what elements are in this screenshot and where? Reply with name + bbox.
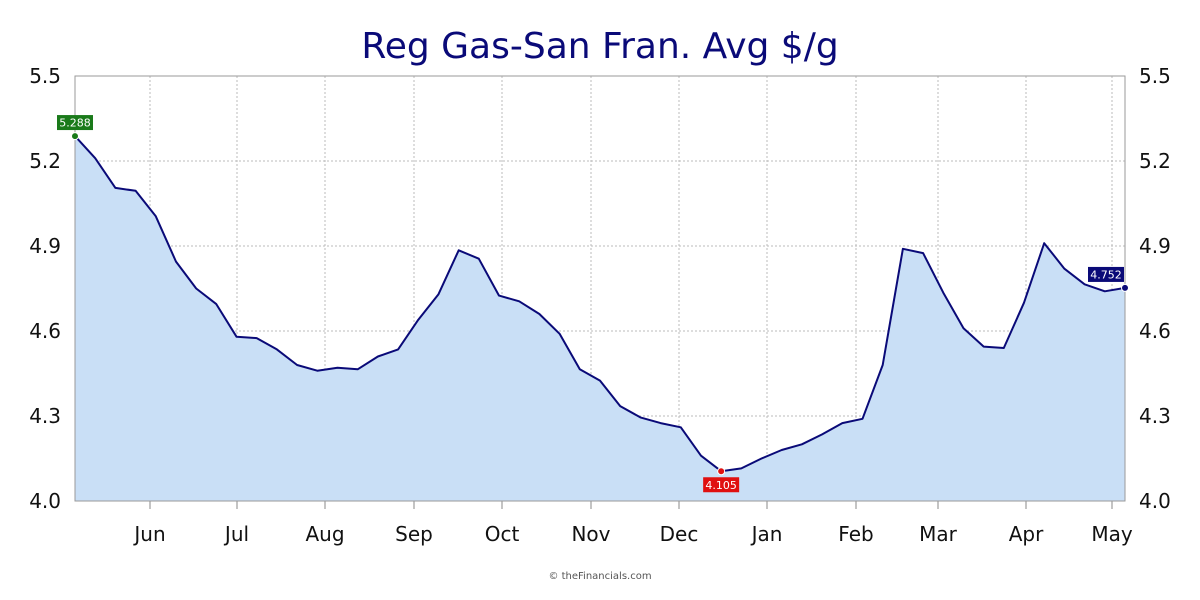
y-tick-label-right: 5.2 bbox=[1139, 149, 1171, 173]
x-tick-label: May bbox=[1091, 522, 1133, 546]
x-tick-label: Oct bbox=[485, 522, 520, 546]
y-tick-label-right: 4.3 bbox=[1139, 404, 1171, 428]
y-tick-label-left: 4.6 bbox=[29, 319, 61, 343]
y-tick-label-left: 4.9 bbox=[29, 234, 61, 258]
y-tick-label-left: 5.5 bbox=[29, 64, 61, 88]
x-tick-label: Feb bbox=[838, 522, 873, 546]
y-tick-label-left: 4.3 bbox=[29, 404, 61, 428]
low-callout-marker bbox=[717, 467, 726, 476]
last-callout-label: 4.752 bbox=[1090, 268, 1122, 281]
high-callout-box bbox=[57, 115, 93, 131]
y-tick-label-right: 4.9 bbox=[1139, 234, 1171, 258]
x-tick-label: Jun bbox=[132, 522, 165, 546]
high-callout-marker bbox=[71, 132, 79, 141]
y-tick-label-left: 5.2 bbox=[29, 149, 61, 173]
x-tick-label: Mar bbox=[919, 522, 958, 546]
series-line bbox=[74, 135, 1126, 473]
callouts: 5.288 4.105 4.752 bbox=[57, 115, 1129, 493]
x-tick-label: Jan bbox=[750, 522, 783, 546]
chart-title: Reg Gas-San Fran. Avg $/g bbox=[361, 26, 838, 67]
last-callout-box bbox=[1088, 266, 1124, 282]
x-tick-label: Nov bbox=[571, 522, 610, 546]
series-area bbox=[75, 136, 1125, 501]
low-callout-label: 4.105 bbox=[705, 479, 737, 492]
x-tick-label: Dec bbox=[660, 522, 699, 546]
y-tick-label-right: 5.5 bbox=[1139, 64, 1171, 88]
y-tick-label-right: 4.0 bbox=[1139, 489, 1171, 513]
x-tick-label: Aug bbox=[305, 522, 344, 546]
axes: 4.0 4.0 4.3 4.3 4.6 4.6 4.9 4.9 5.2 5.2 5.5 5.5 Jun J… bbox=[29, 64, 1171, 546]
x-tick-label: Jul bbox=[223, 522, 249, 546]
y-tick-label-left: 4.0 bbox=[29, 489, 61, 513]
x-tick-label: Sep bbox=[395, 522, 433, 546]
high-callout-label: 5.288 bbox=[59, 117, 91, 130]
y-tick-label-right: 4.6 bbox=[1139, 319, 1171, 343]
x-tick-label: Apr bbox=[1009, 522, 1044, 546]
footer-credit: © theFinancials.com bbox=[548, 571, 651, 582]
series bbox=[74, 135, 1126, 501]
low-callout-box bbox=[703, 477, 740, 493]
last-callout-marker bbox=[1121, 283, 1129, 292]
